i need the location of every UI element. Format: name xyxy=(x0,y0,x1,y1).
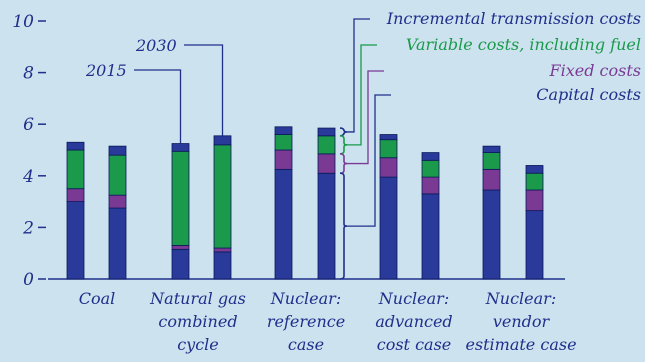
bar-segment-variable-costs-including-fuel xyxy=(66,149,85,190)
bar-segment-capital-costs xyxy=(482,189,501,280)
year-leader-2015 xyxy=(134,69,182,144)
bar-segment-variable-costs-including-fuel xyxy=(525,172,544,191)
bar-segment-incremental-transmission-costs xyxy=(525,165,544,174)
legend-entry: Variable costs, including fuel xyxy=(406,35,641,54)
bar-segment-variable-costs-including-fuel xyxy=(379,139,398,159)
bar-segment-fixed-costs xyxy=(66,188,85,202)
bar-segment-capital-costs xyxy=(66,201,85,280)
category-label: Nuclear: xyxy=(378,289,449,308)
bar-segment-capital-costs xyxy=(213,251,232,280)
y-tick-label: 10 xyxy=(12,12,34,32)
legend-entry: Capital costs xyxy=(536,85,641,104)
bar-segment-capital-costs xyxy=(108,207,127,280)
bar-segment-variable-costs-including-fuel xyxy=(213,144,232,249)
bar-segment-variable-costs-including-fuel xyxy=(421,159,440,178)
y-tick-label: 6 xyxy=(23,115,34,135)
bar-segment-fixed-costs xyxy=(274,149,293,170)
bar-segment-capital-costs xyxy=(379,176,398,280)
legend-leader-capital-costs xyxy=(347,94,391,227)
legend-entry: Incremental transmission costs xyxy=(386,9,641,28)
bar-segment-incremental-transmission-costs xyxy=(274,126,293,135)
year-label-2030: 2030 xyxy=(135,36,177,55)
brace-fixed-costs xyxy=(339,153,348,175)
bar-segment-incremental-transmission-costs xyxy=(317,127,336,137)
legend-leader-incremental-transmission-costs xyxy=(347,18,370,133)
bar-segment-fixed-costs xyxy=(421,176,440,195)
bar-segment-variable-costs-including-fuel xyxy=(274,134,293,151)
bar-segment-variable-costs-including-fuel xyxy=(108,154,127,196)
bar-segment-fixed-costs xyxy=(525,189,544,212)
category-label: vendor xyxy=(493,312,551,331)
category-label: estimate case xyxy=(465,335,576,354)
y-tick-label: 4 xyxy=(22,167,34,187)
category-label: case xyxy=(288,335,324,354)
category-label: cycle xyxy=(177,335,219,354)
bar-segment-capital-costs xyxy=(274,168,293,280)
legend-leader-fixed-costs xyxy=(347,70,384,165)
category-label: cost case xyxy=(377,335,452,354)
bar-segment-incremental-transmission-costs xyxy=(482,145,501,153)
category-label: reference xyxy=(267,312,345,331)
bar-segment-incremental-transmission-costs xyxy=(171,143,190,152)
bar-segment-fixed-costs xyxy=(379,157,398,178)
bar-segment-capital-costs xyxy=(525,210,544,280)
bar-segment-fixed-costs xyxy=(171,245,190,250)
bar-segment-incremental-transmission-costs xyxy=(379,134,398,141)
bar-segment-incremental-transmission-costs xyxy=(66,141,85,151)
bar-segment-incremental-transmission-costs xyxy=(421,152,440,161)
bar-segment-incremental-transmission-costs xyxy=(108,145,127,156)
category-label: Nuclear: xyxy=(270,289,341,308)
legend-entry: Fixed costs xyxy=(549,61,641,80)
bar-segment-fixed-costs xyxy=(317,153,336,174)
bar-segment-variable-costs-including-fuel xyxy=(317,135,336,155)
year-leader-2030 xyxy=(184,44,224,136)
category-label: combined xyxy=(158,312,237,331)
y-tick-label: 2 xyxy=(22,218,34,238)
year-label-2015: 2015 xyxy=(85,61,127,80)
bar-segment-incremental-transmission-costs xyxy=(213,135,232,146)
bar-segment-fixed-costs xyxy=(108,194,127,209)
bar-segment-variable-costs-including-fuel xyxy=(482,152,501,170)
category-label: Natural gas xyxy=(149,289,246,308)
bar-segment-capital-costs xyxy=(171,248,190,280)
category-label: Nuclear: xyxy=(485,289,556,308)
bar-segment-fixed-costs xyxy=(482,168,501,191)
bar-segment-capital-costs xyxy=(421,193,440,280)
bar-segment-variable-costs-including-fuel xyxy=(171,150,190,246)
brace-variable-costs-including-fuel xyxy=(339,135,348,155)
y-tick-label: 8 xyxy=(23,64,34,84)
brace-incremental-transmission-costs xyxy=(339,127,348,137)
bar-segment-capital-costs xyxy=(317,172,336,280)
brace-capital-costs xyxy=(339,172,348,280)
bar-segment-fixed-costs xyxy=(213,247,232,253)
category-label: advanced xyxy=(375,312,452,331)
legend-leader-variable-costs-including-fuel xyxy=(347,44,377,146)
y-tick-label: 0 xyxy=(23,270,34,290)
category-label: Coal xyxy=(79,289,116,308)
